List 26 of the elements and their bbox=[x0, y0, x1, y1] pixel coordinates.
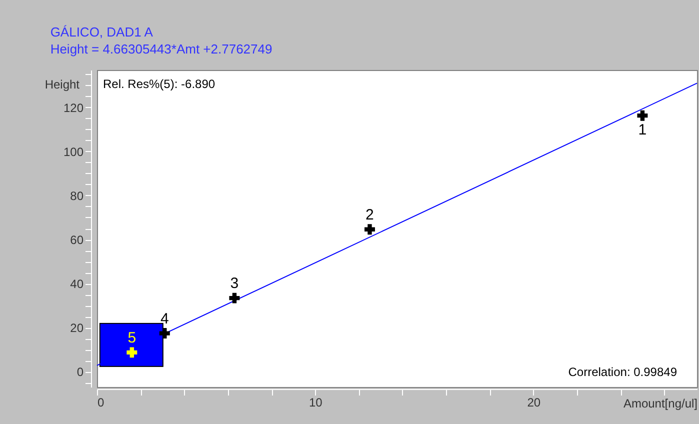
annotation: 1 bbox=[638, 122, 647, 139]
annotation: Rel. Res%(5): -6.890 bbox=[103, 77, 216, 91]
x-tick-label: 0 bbox=[98, 396, 104, 410]
y-tick-label: 80 bbox=[70, 188, 84, 203]
point bbox=[159, 328, 170, 339]
annotation: 3 bbox=[230, 275, 239, 292]
annotation: Correlation: 0.99849 bbox=[568, 365, 678, 379]
y-tick-label: 100 bbox=[63, 144, 84, 159]
annotation: 4 bbox=[160, 310, 169, 328]
annotation: 2 bbox=[366, 206, 374, 224]
annotation: 5 bbox=[128, 329, 136, 346]
point bbox=[229, 292, 240, 304]
x-tick-label: 10 bbox=[309, 396, 323, 410]
chart-title: GÁLICO, DAD1 A bbox=[50, 24, 154, 40]
y-tick-label: 0 bbox=[76, 365, 84, 380]
y-axis-title: Height bbox=[44, 78, 80, 92]
point bbox=[364, 224, 375, 235]
chart-subtitle: Height = 4.66305443*Amt +2.7762749 bbox=[50, 41, 272, 56]
x-axis-title: Amount[ng/ul] bbox=[623, 396, 698, 410]
y-tick-label: 40 bbox=[70, 277, 84, 292]
y-tick-label: 60 bbox=[70, 233, 84, 248]
y-tick-label: 20 bbox=[70, 321, 84, 336]
x-tick-label: 20 bbox=[527, 396, 541, 410]
y-tick-label: 120 bbox=[63, 100, 84, 115]
point bbox=[126, 347, 138, 358]
point bbox=[637, 110, 648, 121]
